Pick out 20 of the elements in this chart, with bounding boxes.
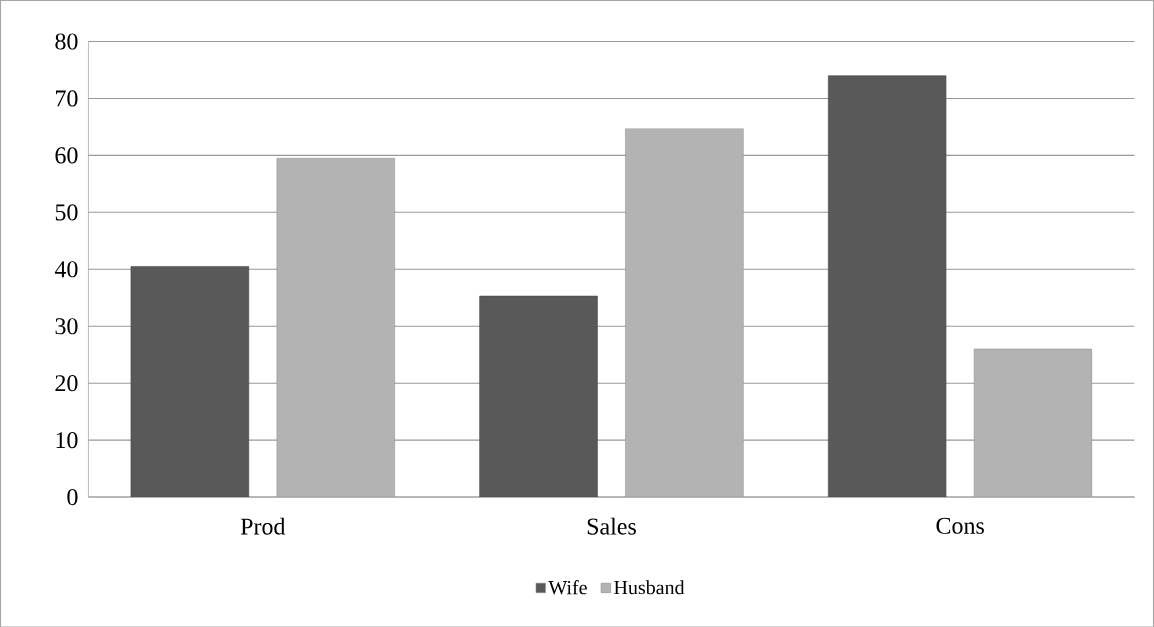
legend-label: Husband [614,579,685,595]
y-tick-label: 0 [67,488,78,505]
bar [276,157,395,497]
x-tick-label: Prod [240,517,286,535]
legend-label: Wife [548,579,587,595]
bar [479,295,598,497]
y-tick-label: 50 [55,204,78,221]
y-tick-label: 60 [55,147,78,164]
x-tick-label: Sales [587,517,636,535]
x-tick-label: Cons [936,517,984,534]
y-tick-label: 10 [56,431,78,448]
bar [625,128,744,497]
y-tick-label: 80 [55,33,78,50]
y-tick-label: 30 [55,317,78,335]
bar [130,265,250,497]
y-tick-label: 40 [54,260,78,278]
bar [828,75,947,497]
bar [973,348,1093,497]
y-tick-label: 20 [55,374,78,392]
y-tick-label: 70 [56,90,78,107]
